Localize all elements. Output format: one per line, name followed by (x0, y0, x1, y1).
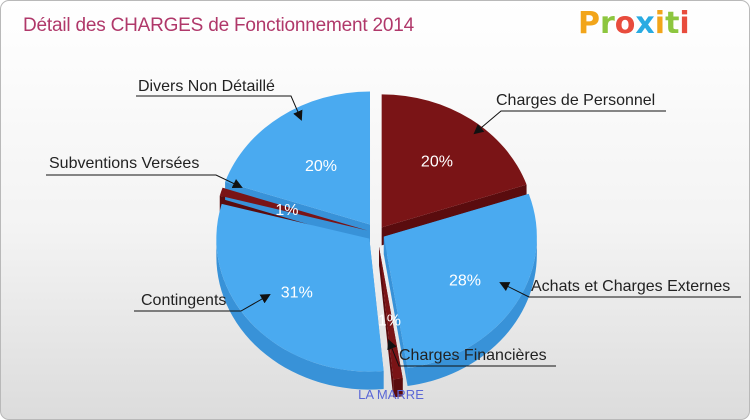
slice-category-label: Divers Non Détaillé (138, 78, 275, 95)
slice-category-label: Achats et Charges Externes (531, 278, 730, 295)
slice-percent-label: 1% (275, 202, 298, 219)
slice-category-label: Charges de Personnel (496, 92, 655, 109)
chart-frame: Détail des CHARGES de Fonctionnement 201… (0, 0, 750, 420)
slice-category-label: Charges Financières (399, 347, 547, 364)
slice-percent-label: 20% (305, 158, 337, 175)
chart-subtitle: LA MARRE (358, 387, 424, 402)
leader-line (475, 111, 666, 133)
leader-line (136, 96, 301, 119)
slice-category-label: Contingents (141, 292, 226, 309)
slice-percent-label: 1% (378, 312, 401, 329)
leader-line (46, 175, 241, 187)
slice-percent-label: 28% (449, 272, 481, 289)
slice-category-label: Subventions Versées (49, 155, 199, 172)
slice-percent-label: 20% (421, 153, 453, 170)
pie-chart: 20% 28% 1% 31% 1% 20% Charges de Personnel Ach… (1, 1, 750, 420)
slice-percent-label: 31% (281, 285, 313, 302)
